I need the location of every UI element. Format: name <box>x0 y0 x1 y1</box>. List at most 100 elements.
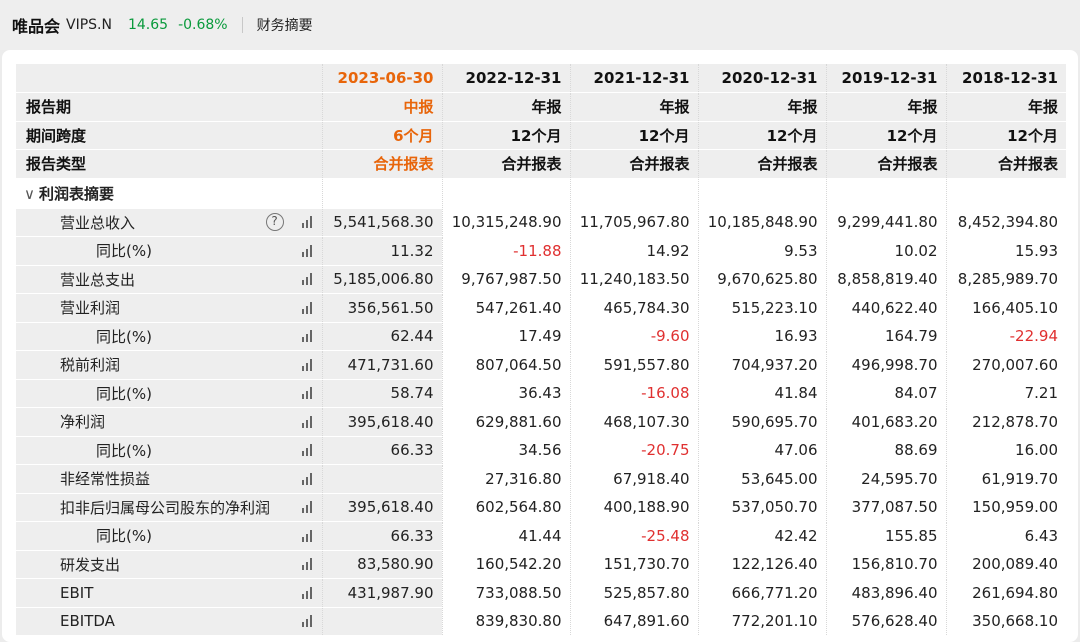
bar-chart-icon[interactable] <box>301 301 312 314</box>
header-cell: 12个月 <box>697 121 826 150</box>
bar-chart-icon[interactable] <box>301 415 312 428</box>
value-cell: 58.74 <box>321 379 442 408</box>
value-cell: 41.44 <box>441 521 570 551</box>
bar-chart-icon[interactable] <box>301 273 312 286</box>
value-cell: 84.07 <box>825 379 946 408</box>
table-row: 营业利润 356,561.50 547,261.40 465,784.30 515,22… <box>16 293 1066 323</box>
bar-chart-icon[interactable] <box>301 615 312 628</box>
table-row: 同比(%) 58.74 36.43 -16.08 41.84 84.07 7.21 <box>16 379 1066 408</box>
value-cell: 36.43 <box>441 379 570 408</box>
header-cell: 6个月 <box>321 121 442 150</box>
value-cell: 16.00 <box>945 436 1066 465</box>
value-cell: 261,694.80 <box>945 578 1066 608</box>
value-cell: -22.94 <box>945 322 1066 351</box>
stock-change: -0.68% <box>178 17 228 33</box>
header-row: 报告期 中报 年报 年报 年报 年报 年报 <box>16 92 1066 122</box>
header-cell: 合并报表 <box>441 149 570 179</box>
table-row: 税前利润 471,731.60 807,064.50 591,557.80 704,93… <box>16 350 1066 380</box>
bar-chart-icon[interactable] <box>301 558 312 571</box>
row-label-cell: 同比(%) <box>16 436 322 465</box>
period-date-cell[interactable]: 2018-12-31 <box>945 64 1066 93</box>
period-date-cell[interactable]: 2022-12-31 <box>441 64 570 93</box>
value-cell: 156,810.70 <box>825 550 946 579</box>
value-cell <box>321 464 442 494</box>
period-date-row: 2023-06-30 2022-12-31 2021-12-31 2020-12-31… <box>16 64 1066 93</box>
value-cell: 395,618.40 <box>321 493 442 522</box>
value-cell: 53,645.00 <box>697 464 826 494</box>
value-cell: 42.42 <box>697 521 826 551</box>
table-row: 研发支出 83,580.90 160,542.20 151,730.70 122,126… <box>16 550 1066 579</box>
header-cell: 年报 <box>441 92 570 122</box>
bar-chart-icon[interactable] <box>301 216 312 229</box>
empty-cell <box>825 178 946 209</box>
header-cell: 12个月 <box>441 121 570 150</box>
header-cell: 年报 <box>945 92 1066 122</box>
row-label-cell: EBIT <box>16 578 322 608</box>
period-date-cell[interactable]: 2020-12-31 <box>697 64 826 93</box>
value-cell: 547,261.40 <box>441 293 570 323</box>
table-row: 同比(%) 66.33 41.44 -25.48 42.42 155.85 6.43 <box>16 521 1066 551</box>
value-cell: 10,315,248.90 <box>441 208 570 237</box>
table-row: EBITDA 839,830.80 647,891.60 772,201.10 576,… <box>16 607 1066 636</box>
table-row: EBIT 431,987.90 733,088.50 525,857.80 666,77… <box>16 578 1066 608</box>
value-cell: 61,919.70 <box>945 464 1066 494</box>
table-row: 同比(%) 62.44 17.49 -9.60 16.93 164.79 -22.94 <box>16 322 1066 351</box>
header-cell: 合并报表 <box>569 149 698 179</box>
empty-cell <box>697 178 826 209</box>
section-row[interactable]: ∨ 利润表摘要 <box>16 178 1066 209</box>
period-date-cell[interactable]: 2019-12-31 <box>825 64 946 93</box>
bar-chart-icon[interactable] <box>301 444 312 457</box>
header-cell: 合并报表 <box>945 149 1066 179</box>
value-cell: 14.92 <box>569 236 698 266</box>
help-icon[interactable]: ? <box>265 213 284 232</box>
bar-chart-icon[interactable] <box>301 529 312 542</box>
value-cell: 839,830.80 <box>441 607 570 636</box>
bar-chart-icon[interactable] <box>301 244 312 257</box>
section-toggle[interactable]: ∨ 利润表摘要 <box>16 178 322 209</box>
row-label-cell: 非经常性损益 <box>16 464 322 494</box>
financial-summary-panel: 2023-06-30 2022-12-31 2021-12-31 2020-12-31… <box>2 50 1078 642</box>
header-row: 报告类型 合并报表 合并报表 合并报表 合并报表 合并报表 合并报表 <box>16 149 1066 179</box>
value-cell: 47.06 <box>697 436 826 465</box>
value-cell: -11.88 <box>441 236 570 266</box>
value-cell: 440,622.40 <box>825 293 946 323</box>
header-label <box>16 64 322 93</box>
value-cell: 88.69 <box>825 436 946 465</box>
row-label: 扣非后归属母公司股东的净利润 <box>60 498 271 517</box>
value-cell: 356,561.50 <box>321 293 442 323</box>
value-cell: 772,201.10 <box>697 607 826 636</box>
chevron-down-icon[interactable]: ∨ <box>24 184 35 203</box>
row-label-cell: 研发支出 <box>16 550 322 579</box>
value-cell: 525,857.80 <box>569 578 698 608</box>
row-label-cell: 同比(%) <box>16 236 322 266</box>
bar-chart-icon[interactable] <box>301 501 312 514</box>
section-title: 财务摘要 <box>256 18 313 34</box>
bar-chart-icon[interactable] <box>301 387 312 400</box>
value-cell: -25.48 <box>569 521 698 551</box>
value-cell: 8,285,989.70 <box>945 265 1066 294</box>
bar-chart-icon[interactable] <box>301 472 312 485</box>
value-cell: 395,618.40 <box>321 407 442 437</box>
row-label: 营业总支出 <box>60 270 136 289</box>
row-label: EBIT <box>60 583 94 602</box>
period-date-cell[interactable]: 2023-06-30 <box>321 64 442 93</box>
bar-chart-icon[interactable] <box>301 330 312 343</box>
value-cell: 5,185,006.80 <box>321 265 442 294</box>
value-cell: -16.08 <box>569 379 698 408</box>
divider <box>241 17 243 33</box>
bar-chart-icon[interactable] <box>301 358 312 371</box>
value-cell: 7.21 <box>945 379 1066 408</box>
value-cell: 11.32 <box>321 236 442 266</box>
table-row: 营业总支出 5,185,006.80 9,767,987.50 11,240,183.… <box>16 265 1066 294</box>
stock-header: 唯品会 VIPS.N 14.65 -0.68% 财务摘要 <box>0 0 1080 50</box>
bar-chart-icon[interactable] <box>301 586 312 599</box>
empty-cell <box>321 178 442 209</box>
value-cell: 83,580.90 <box>321 550 442 579</box>
row-label: 净利润 <box>60 413 106 432</box>
stock-name[interactable]: 唯品会 <box>12 17 61 36</box>
row-label-cell: 税前利润 <box>16 350 322 380</box>
value-cell: 591,557.80 <box>569 350 698 380</box>
value-cell: 377,087.50 <box>825 493 946 522</box>
period-date-cell[interactable]: 2021-12-31 <box>569 64 698 93</box>
row-label-cell: 营业总收入? <box>16 208 322 237</box>
